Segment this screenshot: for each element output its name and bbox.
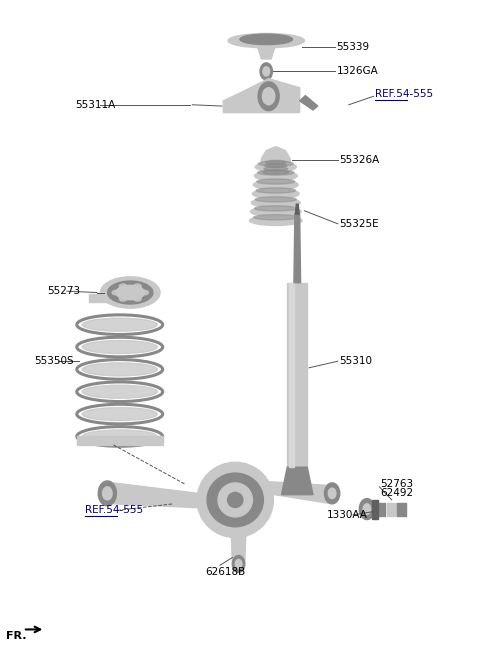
Ellipse shape	[119, 284, 127, 288]
Ellipse shape	[258, 161, 293, 166]
Polygon shape	[89, 294, 151, 302]
Ellipse shape	[197, 463, 274, 537]
Ellipse shape	[228, 492, 243, 507]
Circle shape	[360, 499, 374, 520]
Polygon shape	[289, 283, 294, 467]
Text: 55326A: 55326A	[339, 154, 379, 165]
Ellipse shape	[82, 430, 157, 443]
Polygon shape	[397, 503, 406, 516]
Circle shape	[103, 487, 112, 500]
Ellipse shape	[253, 180, 298, 190]
Text: 55325E: 55325E	[339, 219, 378, 229]
Ellipse shape	[116, 285, 144, 300]
Circle shape	[324, 483, 340, 504]
Circle shape	[328, 488, 336, 499]
Polygon shape	[372, 500, 378, 519]
Ellipse shape	[133, 284, 141, 288]
Circle shape	[263, 88, 275, 104]
Circle shape	[235, 560, 242, 568]
Polygon shape	[287, 283, 307, 467]
Ellipse shape	[254, 206, 297, 211]
Ellipse shape	[100, 277, 160, 308]
Polygon shape	[387, 503, 396, 516]
Ellipse shape	[263, 170, 288, 174]
Text: 1326GA: 1326GA	[336, 66, 378, 76]
Polygon shape	[106, 483, 198, 508]
Polygon shape	[266, 482, 333, 503]
Polygon shape	[295, 204, 299, 214]
Ellipse shape	[133, 296, 141, 301]
Circle shape	[98, 481, 116, 506]
Ellipse shape	[264, 167, 288, 171]
Ellipse shape	[82, 318, 157, 331]
Ellipse shape	[254, 171, 297, 181]
Circle shape	[258, 82, 279, 110]
Ellipse shape	[265, 164, 287, 168]
Circle shape	[260, 63, 273, 80]
Ellipse shape	[82, 363, 157, 376]
Ellipse shape	[255, 162, 296, 172]
Ellipse shape	[251, 207, 301, 217]
Ellipse shape	[82, 407, 157, 420]
Ellipse shape	[252, 198, 300, 208]
Polygon shape	[223, 79, 300, 112]
Text: 55311A: 55311A	[75, 100, 116, 110]
Ellipse shape	[228, 34, 304, 48]
Polygon shape	[300, 96, 318, 110]
Ellipse shape	[256, 188, 296, 193]
Ellipse shape	[252, 189, 299, 198]
Ellipse shape	[255, 197, 297, 202]
Text: 62618B: 62618B	[205, 567, 246, 577]
Text: 55273: 55273	[47, 286, 80, 296]
Polygon shape	[376, 503, 385, 516]
Ellipse shape	[218, 483, 252, 517]
Ellipse shape	[258, 170, 294, 175]
Ellipse shape	[119, 296, 127, 301]
Polygon shape	[294, 214, 300, 283]
Polygon shape	[231, 536, 246, 564]
Text: 62492: 62492	[380, 488, 413, 499]
Polygon shape	[261, 147, 291, 171]
Ellipse shape	[112, 290, 120, 295]
Circle shape	[263, 67, 270, 76]
Ellipse shape	[207, 473, 264, 527]
Text: 55310: 55310	[339, 356, 372, 366]
Ellipse shape	[257, 179, 295, 184]
Text: REF.54-555: REF.54-555	[374, 89, 432, 99]
Text: FR.: FR.	[6, 631, 27, 641]
Ellipse shape	[253, 215, 298, 220]
Ellipse shape	[82, 385, 157, 398]
Ellipse shape	[250, 215, 302, 225]
Polygon shape	[281, 467, 313, 495]
Polygon shape	[258, 47, 275, 59]
Polygon shape	[77, 436, 163, 445]
Ellipse shape	[82, 340, 157, 353]
Text: 1330AA: 1330AA	[327, 510, 368, 520]
Text: 55339: 55339	[336, 42, 370, 52]
Ellipse shape	[240, 34, 292, 45]
Text: 52763: 52763	[380, 478, 413, 489]
Text: REF.54-555: REF.54-555	[85, 505, 143, 515]
Circle shape	[232, 556, 245, 572]
Ellipse shape	[141, 290, 148, 295]
Text: 55350S: 55350S	[34, 356, 73, 366]
Ellipse shape	[266, 160, 286, 164]
Circle shape	[363, 504, 371, 514]
Ellipse shape	[108, 281, 153, 304]
